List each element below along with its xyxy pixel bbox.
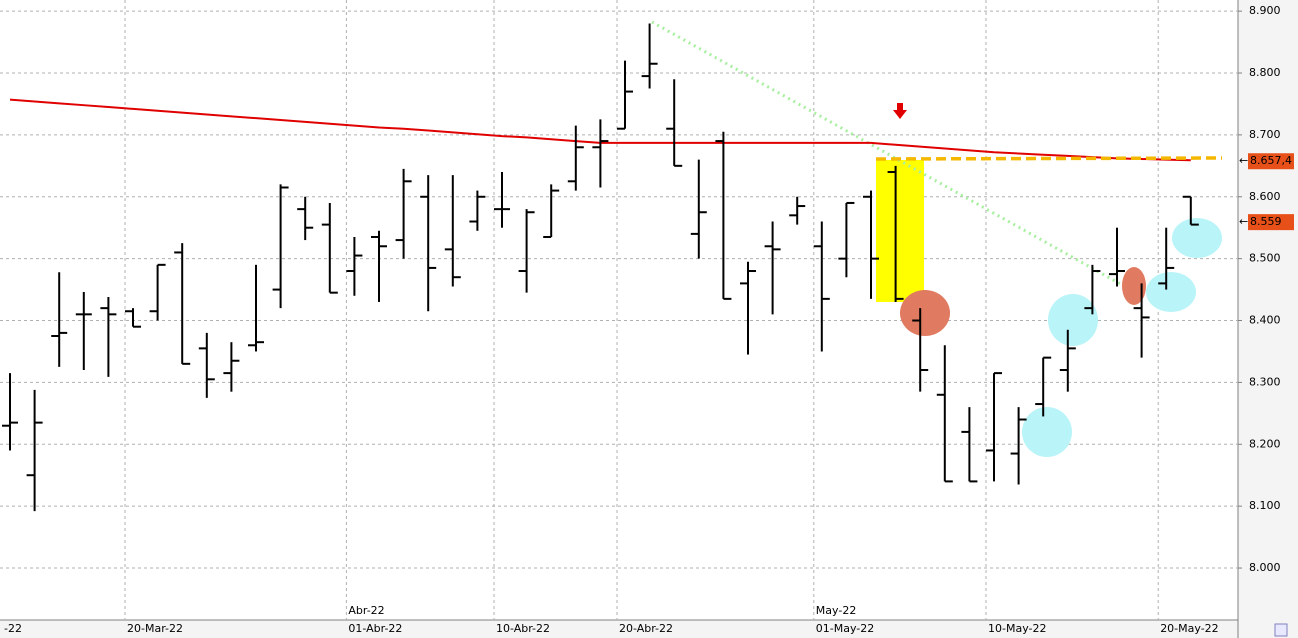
highlight-box — [876, 160, 924, 302]
marker-circle — [900, 290, 950, 336]
marks — [2, 23, 1199, 512]
y-axis-area — [1238, 0, 1298, 638]
y-tick-label: 8.600 — [1249, 190, 1281, 203]
corner-icon[interactable] — [1274, 623, 1288, 637]
down-arrow — [893, 103, 907, 119]
x-tick-label: 20-Mar-22 — [127, 622, 183, 635]
marker-circle — [1048, 294, 1098, 346]
price-label: 8.559 — [1250, 215, 1282, 228]
marker-circle — [1022, 407, 1072, 457]
x-tick-label: 20-May-22 — [1160, 622, 1218, 635]
grid — [0, 0, 1238, 620]
y-tick-label: 8.500 — [1249, 252, 1281, 265]
marker-circle — [1122, 267, 1146, 305]
x-tick-label: 20-Abr-22 — [619, 622, 673, 635]
x-axis-area — [0, 620, 1238, 638]
y-tick-label: 8.000 — [1249, 561, 1281, 574]
y-tick-label: 8.400 — [1249, 314, 1281, 327]
x-tick-label: 10-May-22 — [988, 622, 1046, 635]
x-tick-label: -22 — [4, 622, 22, 635]
plot-area — [0, 0, 1238, 620]
price-pointer: ← — [1239, 154, 1248, 167]
x-tick-label: 01-May-22 — [816, 622, 874, 635]
x-tick-label: 01-Abr-22 — [348, 622, 402, 635]
y-tick-label: 8.900 — [1249, 4, 1281, 17]
y-tick-label: 8.100 — [1249, 499, 1281, 512]
price-label-box — [1248, 153, 1294, 170]
y-tick-label: 8.800 — [1249, 66, 1281, 79]
marker-circle — [1146, 272, 1196, 312]
marker-circle — [1172, 218, 1222, 258]
y-tick-label: 8.200 — [1249, 437, 1281, 450]
y-tick-label: 8.300 — [1249, 375, 1281, 388]
y-tick-label: 8.700 — [1249, 128, 1281, 141]
price-label: 8.657,4 — [1250, 154, 1292, 167]
annotations — [651, 20, 1222, 457]
month-label: May-22 — [816, 604, 857, 617]
price-pointer: ← — [1239, 215, 1248, 228]
level-line — [875, 156, 1223, 161]
month-label: Abr-22 — [348, 604, 384, 617]
price-label-box — [1248, 214, 1294, 231]
x-tick-label: 10-Abr-22 — [496, 622, 550, 635]
